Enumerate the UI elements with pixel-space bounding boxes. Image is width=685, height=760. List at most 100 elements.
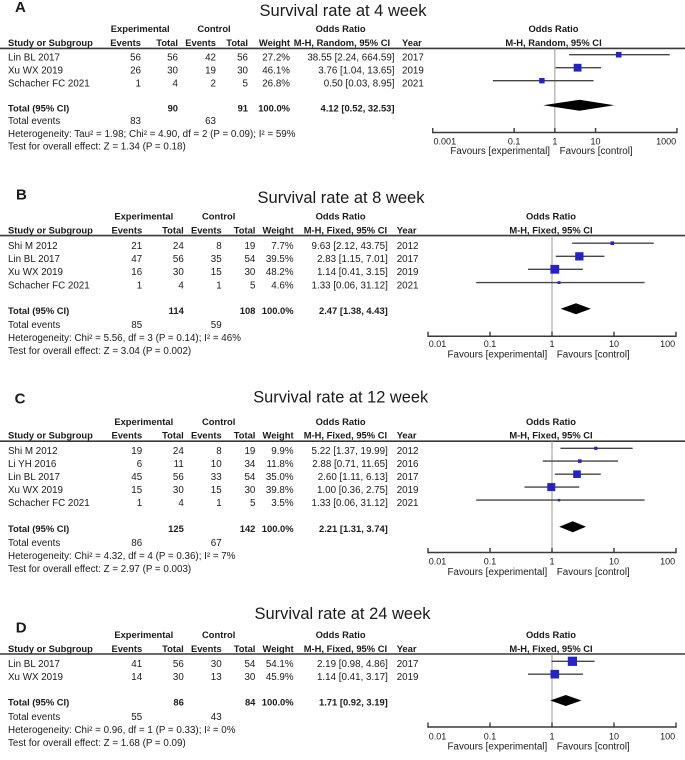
svg-text:Total (95% CI): Total (95% CI) bbox=[8, 103, 69, 114]
svg-text:2017: 2017 bbox=[402, 53, 424, 64]
svg-text:Xu WX 2019: Xu WX 2019 bbox=[8, 672, 63, 683]
svg-text:39.8%: 39.8% bbox=[266, 485, 294, 496]
svg-text:Heterogeneity: Chi² = 4.32, df: Heterogeneity: Chi² = 4.32, df = 4 (P = … bbox=[8, 551, 236, 562]
svg-text:2.60 [1.11, 6.13]: 2.60 [1.11, 6.13] bbox=[318, 472, 388, 483]
svg-text:30: 30 bbox=[167, 66, 178, 77]
svg-text:Study or Subgroup: Study or Subgroup bbox=[8, 643, 93, 654]
svg-text:38.55 [2.24, 664.59]: 38.55 [2.24, 664.59] bbox=[307, 53, 394, 64]
svg-text:Favours [experimental]: Favours [experimental] bbox=[448, 350, 548, 361]
svg-text:1.14 [0.41, 3.17]: 1.14 [0.41, 3.17] bbox=[317, 672, 388, 683]
svg-text:30: 30 bbox=[237, 66, 248, 77]
svg-text:Odds Ratio: Odds Ratio bbox=[526, 211, 576, 222]
svg-text:10: 10 bbox=[609, 731, 619, 741]
svg-text:1000: 1000 bbox=[656, 137, 676, 147]
svg-text:5: 5 bbox=[250, 281, 256, 292]
svg-text:114: 114 bbox=[169, 305, 185, 316]
svg-text:M-H, Random, 95% CI: M-H, Random, 95% CI bbox=[505, 37, 601, 48]
svg-text:Weight: Weight bbox=[263, 429, 294, 440]
svg-text:42: 42 bbox=[205, 53, 216, 64]
svg-text:Control: Control bbox=[202, 416, 235, 427]
svg-text:Events: Events bbox=[191, 643, 222, 654]
svg-text:Heterogeneity: Tau² = 1.98; Ch: Heterogeneity: Tau² = 1.98; Chi² = 4.90,… bbox=[8, 129, 296, 140]
svg-text:83: 83 bbox=[130, 116, 141, 127]
svg-text:10: 10 bbox=[211, 459, 222, 470]
svg-text:2019: 2019 bbox=[402, 66, 424, 77]
svg-text:0.001: 0.001 bbox=[434, 137, 457, 147]
svg-text:3.5%: 3.5% bbox=[271, 498, 294, 509]
svg-text:Lin BL 2017: Lin BL 2017 bbox=[8, 472, 60, 483]
svg-text:2021: 2021 bbox=[402, 79, 424, 90]
svg-text:21: 21 bbox=[131, 241, 142, 252]
svg-text:54: 54 bbox=[244, 472, 255, 483]
svg-text:Odds Ratio: Odds Ratio bbox=[528, 23, 578, 34]
svg-text:1: 1 bbox=[549, 731, 554, 741]
svg-text:Odds Ratio: Odds Ratio bbox=[526, 416, 576, 427]
svg-text:M-H, Fixed, 95% CI: M-H, Fixed, 95% CI bbox=[304, 643, 387, 654]
svg-text:2017: 2017 bbox=[397, 472, 419, 483]
svg-text:M-H, Fixed, 95% CI: M-H, Fixed, 95% CI bbox=[509, 643, 592, 654]
svg-text:Survival rate at 8 week: Survival rate at 8 week bbox=[258, 189, 426, 207]
svg-text:Test for overall effect: Z = 3: Test for overall effect: Z = 3.04 (P = 0… bbox=[8, 346, 191, 357]
svg-text:Year: Year bbox=[397, 643, 417, 654]
svg-text:1.71 [0.92, 3.19]: 1.71 [0.92, 3.19] bbox=[319, 697, 388, 708]
svg-text:86: 86 bbox=[173, 697, 183, 708]
svg-text:59: 59 bbox=[211, 320, 222, 331]
svg-text:D: D bbox=[16, 620, 27, 637]
svg-text:19: 19 bbox=[244, 241, 255, 252]
svg-text:100.0%: 100.0% bbox=[258, 103, 290, 114]
svg-text:3.76 [1.04, 13.65]: 3.76 [1.04, 13.65] bbox=[318, 66, 395, 77]
svg-text:4: 4 bbox=[173, 79, 179, 90]
svg-text:Events: Events bbox=[191, 225, 222, 236]
svg-text:7.7%: 7.7% bbox=[271, 241, 294, 252]
svg-text:Odds Ratio: Odds Ratio bbox=[316, 629, 366, 640]
svg-text:Total events: Total events bbox=[8, 320, 60, 331]
svg-text:Survival rate at 24 week: Survival rate at 24 week bbox=[255, 605, 432, 623]
svg-text:M-H, Fixed, 95% CI: M-H, Fixed, 95% CI bbox=[304, 225, 387, 236]
svg-text:10: 10 bbox=[591, 137, 601, 147]
svg-text:Weight: Weight bbox=[259, 37, 290, 48]
svg-text:142: 142 bbox=[240, 523, 256, 534]
svg-text:2012: 2012 bbox=[397, 446, 419, 457]
svg-text:1: 1 bbox=[552, 137, 557, 147]
svg-text:2.19 [0.98, 4.86]: 2.19 [0.98, 4.86] bbox=[317, 659, 388, 670]
svg-text:Survival rate at 4 week: Survival rate at 4 week bbox=[260, 2, 428, 20]
svg-text:0.1: 0.1 bbox=[484, 339, 497, 349]
svg-text:Total (95% CI): Total (95% CI) bbox=[8, 305, 69, 316]
svg-text:2019: 2019 bbox=[397, 672, 419, 683]
svg-text:Li YH 2016: Li YH 2016 bbox=[8, 459, 57, 470]
svg-text:0.1: 0.1 bbox=[508, 137, 521, 147]
svg-text:Schacher FC 2021: Schacher FC 2021 bbox=[8, 79, 90, 90]
svg-text:0.01: 0.01 bbox=[429, 731, 447, 741]
svg-text:19: 19 bbox=[205, 66, 216, 77]
svg-text:Study or Subgroup: Study or Subgroup bbox=[8, 429, 93, 440]
svg-text:6: 6 bbox=[137, 459, 143, 470]
svg-text:1: 1 bbox=[137, 281, 142, 292]
svg-text:90: 90 bbox=[168, 103, 178, 114]
svg-text:11: 11 bbox=[174, 459, 184, 470]
svg-text:1: 1 bbox=[137, 498, 142, 509]
svg-text:Total: Total bbox=[234, 429, 256, 440]
svg-text:Total events: Total events bbox=[8, 712, 60, 723]
svg-text:33: 33 bbox=[211, 472, 222, 483]
svg-text:Survival rate at 12 week: Survival rate at 12 week bbox=[253, 389, 429, 407]
svg-text:100.0%: 100.0% bbox=[262, 523, 294, 534]
svg-text:54: 54 bbox=[244, 254, 255, 265]
svg-text:11.8%: 11.8% bbox=[267, 459, 294, 470]
svg-text:C: C bbox=[15, 391, 26, 408]
svg-text:100: 100 bbox=[660, 557, 675, 567]
svg-text:Odds Ratio: Odds Ratio bbox=[526, 629, 576, 640]
svg-text:M-H, Fixed, 95% CI: M-H, Fixed, 95% CI bbox=[509, 429, 592, 440]
svg-text:100: 100 bbox=[660, 339, 675, 349]
svg-text:1: 1 bbox=[216, 498, 221, 509]
svg-text:Favours [experimental]: Favours [experimental] bbox=[448, 567, 548, 578]
svg-text:Experimental: Experimental bbox=[114, 416, 173, 427]
svg-text:2012: 2012 bbox=[397, 241, 419, 252]
svg-text:Events: Events bbox=[185, 37, 216, 48]
svg-text:15: 15 bbox=[211, 485, 222, 496]
svg-text:Total: Total bbox=[234, 225, 256, 236]
svg-text:2.21 [1.31, 3.74]: 2.21 [1.31, 3.74] bbox=[319, 523, 388, 534]
svg-text:30: 30 bbox=[173, 267, 184, 278]
svg-text:Favours [experimental]: Favours [experimental] bbox=[448, 742, 548, 753]
svg-text:35.0%: 35.0% bbox=[266, 472, 294, 483]
svg-text:Control: Control bbox=[197, 23, 230, 34]
